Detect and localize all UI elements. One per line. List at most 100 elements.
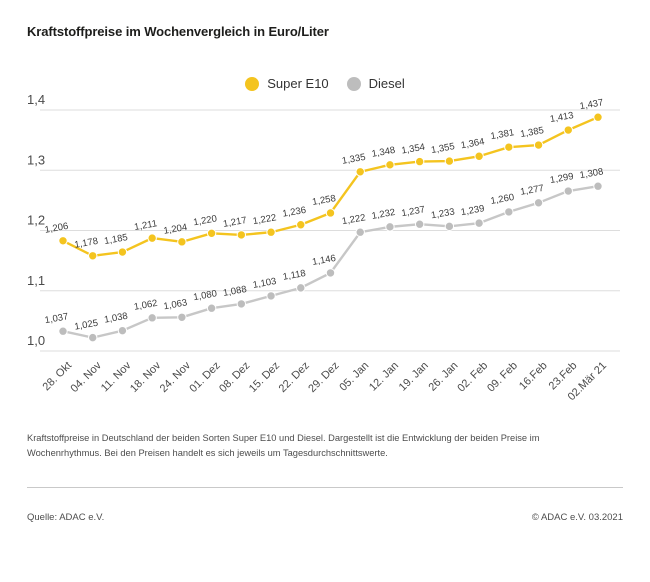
series-super-e10: 1,206 1,178 1,185 1,211 1,204 1,220 1,217 1,222… — [44, 97, 604, 261]
svg-text:1,299: 1,299 — [549, 171, 574, 186]
legend-label-diesel: Diesel — [368, 76, 405, 91]
svg-text:1,2: 1,2 — [27, 213, 45, 228]
legend-item-super-e10: Super E10 — [245, 76, 329, 91]
svg-text:1,222: 1,222 — [341, 212, 366, 227]
data-point — [355, 227, 365, 237]
data-point — [206, 228, 217, 239]
diesel-dot-icon — [346, 76, 361, 91]
chart-legend: Super E10 Diesel — [0, 76, 650, 91]
data-point — [474, 151, 484, 161]
copyright-label: © ADAC e.V. 03.2021 — [531, 512, 623, 523]
svg-text:26. Jan: 26. Jan — [427, 360, 461, 394]
svg-text:19. Jan: 19. Jan — [397, 360, 431, 394]
series-diesel: 1,037 1,025 1,038 1,062 1,063 1,080 1,088 1,103… — [44, 166, 604, 343]
svg-text:1,178: 1,178 — [74, 236, 99, 251]
data-point — [414, 219, 425, 229]
data-point — [58, 326, 68, 336]
svg-text:1,220: 1,220 — [193, 213, 218, 228]
legend-item-diesel: Diesel — [346, 76, 405, 91]
svg-text:1,3: 1,3 — [27, 152, 45, 167]
svg-text:1,038: 1,038 — [103, 311, 128, 326]
data-point — [206, 303, 217, 313]
svg-text:1,206: 1,206 — [44, 221, 69, 236]
svg-text:1,1: 1,1 — [27, 273, 45, 288]
legend-label-super-e10: Super E10 — [267, 76, 329, 91]
svg-text:1,354: 1,354 — [401, 142, 426, 157]
data-point — [266, 227, 276, 237]
svg-text:1,348: 1,348 — [371, 145, 396, 160]
data-point — [58, 236, 68, 246]
svg-text:1,437: 1,437 — [579, 97, 604, 112]
super-e10-dot-icon — [245, 76, 260, 91]
svg-text:1,222: 1,222 — [252, 212, 277, 227]
data-point — [563, 125, 573, 135]
data-point — [236, 230, 247, 240]
data-point — [385, 222, 395, 232]
svg-text:1,0: 1,0 — [27, 333, 45, 348]
svg-text:15. Dez: 15. Dez — [247, 360, 282, 395]
gridlines — [40, 109, 620, 352]
svg-text:1,277: 1,277 — [519, 183, 544, 198]
svg-text:04. Nov: 04. Nov — [69, 359, 105, 395]
svg-text:1,232: 1,232 — [371, 207, 396, 222]
y-axis-labels: 1,4 1,3 1,2 1,1 1,0 — [27, 92, 45, 348]
svg-text:1,260: 1,260 — [490, 192, 515, 207]
svg-text:02. Feb: 02. Feb — [455, 360, 490, 395]
data-point — [474, 218, 484, 228]
data-point — [504, 142, 514, 152]
data-point — [414, 156, 425, 167]
svg-text:1,4: 1,4 — [27, 92, 45, 107]
data-point — [593, 112, 603, 122]
svg-text:1,037: 1,037 — [44, 311, 69, 326]
data-point — [385, 160, 395, 170]
data-point — [177, 237, 187, 247]
data-point — [117, 247, 128, 257]
svg-text:1,204: 1,204 — [163, 222, 188, 237]
data-point — [88, 251, 98, 261]
data-point — [563, 186, 573, 196]
svg-text:1,413: 1,413 — [549, 110, 574, 125]
svg-text:1,355: 1,355 — [430, 141, 455, 156]
svg-text:11. Nov: 11. Nov — [99, 359, 134, 394]
source-label: Quelle: ADAC e.V. — [27, 512, 105, 523]
data-point — [296, 283, 306, 293]
chart-title: Kraftstoffpreise im Wochenvergleich in E… — [27, 24, 329, 39]
svg-text:1,103: 1,103 — [252, 276, 277, 291]
data-point — [296, 220, 306, 230]
data-point — [504, 207, 514, 217]
chart-description: Kraftstoffpreise in Deutschland der beid… — [27, 433, 540, 458]
svg-text:16.Feb: 16.Feb — [517, 360, 550, 393]
svg-text:1,233: 1,233 — [430, 206, 455, 221]
data-point — [593, 181, 603, 191]
data-point — [266, 291, 276, 301]
svg-text:18. Nov: 18. Nov — [128, 359, 164, 395]
svg-text:1,025: 1,025 — [74, 318, 99, 333]
data-point — [88, 332, 98, 343]
svg-text:29. Dez: 29. Dez — [306, 360, 341, 395]
svg-text:1,364: 1,364 — [460, 136, 485, 151]
data-point — [533, 198, 544, 208]
svg-text:1,385: 1,385 — [519, 125, 544, 140]
svg-text:1,236: 1,236 — [282, 205, 307, 220]
data-point — [444, 221, 455, 232]
svg-text:05. Jan: 05. Jan — [337, 360, 371, 394]
data-point — [355, 167, 365, 177]
svg-text:1,185: 1,185 — [103, 232, 128, 247]
svg-text:24. Nov: 24. Nov — [158, 359, 194, 395]
svg-text:1,211: 1,211 — [133, 218, 158, 233]
svg-text:1,088: 1,088 — [222, 284, 247, 299]
source-row: Quelle: ADAC e.V. © ADAC e.V. 03.2021 — [27, 512, 623, 523]
svg-text:22. Dez: 22. Dez — [277, 360, 312, 395]
svg-text:1,062: 1,062 — [133, 298, 158, 313]
svg-text:1,146: 1,146 — [311, 253, 336, 268]
data-point — [236, 299, 247, 309]
svg-text:1,080: 1,080 — [193, 288, 218, 303]
data-point — [444, 156, 455, 166]
svg-text:1,258: 1,258 — [311, 193, 336, 208]
data-point — [117, 325, 128, 336]
svg-text:01. Dez: 01. Dez — [187, 360, 222, 395]
svg-text:1,237: 1,237 — [401, 204, 426, 219]
svg-text:08. Dez: 08. Dez — [217, 360, 252, 395]
